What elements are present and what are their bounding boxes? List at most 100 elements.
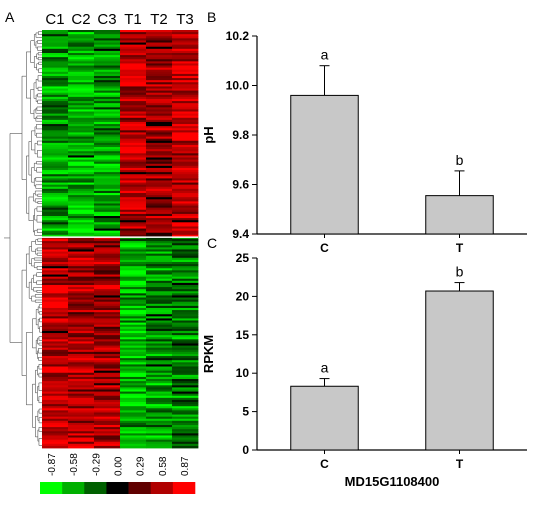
heatmap-cell: [94, 270, 121, 273]
heatmap-cell: [120, 287, 147, 290]
heatmap-cell: [68, 234, 95, 238]
heatmap-cell: [172, 222, 199, 225]
heatmap-cell: [172, 328, 199, 332]
heatmap-cell: [94, 443, 121, 447]
heatmap-cell: [120, 55, 147, 58]
heatmap-cell: [146, 310, 173, 313]
heatmap-cell: [42, 107, 69, 110]
heatmap-cell: [42, 291, 69, 294]
heatmap-cell: [146, 107, 173, 110]
heatmap-cell: [120, 372, 147, 376]
heatmap-cell: [94, 295, 121, 298]
heatmap-cell: [42, 397, 69, 401]
color-scale-tick-label: 0.29: [136, 456, 147, 476]
heatmap-cell: [172, 402, 199, 405]
heatmap-cell: [94, 255, 121, 259]
heatmap-cell: [42, 343, 69, 346]
heatmap-cell: [120, 109, 147, 112]
heatmap-cell: [94, 174, 121, 177]
heatmap-cell: [94, 195, 121, 198]
heatmap-cell: [68, 50, 95, 54]
heatmap-cell: [68, 333, 95, 336]
heatmap-cell: [120, 230, 147, 234]
heatmap-cell: [120, 117, 147, 121]
heatmap-cell: [172, 335, 199, 338]
heatmap-cell: [94, 61, 121, 64]
heatmap-cell: [120, 387, 147, 390]
heatmap-cell: [120, 349, 147, 353]
heatmap-cell: [120, 138, 147, 142]
heatmap-cell: [146, 245, 173, 248]
heatmap-cell: [42, 32, 69, 35]
heatmap-cell: [94, 170, 121, 173]
heatmap-cell: [120, 326, 147, 330]
heatmap-cell: [94, 88, 121, 92]
heatmap-cell: [42, 86, 69, 89]
heatmap-cell: [146, 445, 173, 449]
heatmap-cell: [68, 40, 95, 43]
heatmap-cell: [120, 376, 147, 380]
heatmap-cell: [120, 324, 147, 328]
heatmap-cell: [120, 149, 147, 152]
heatmap-cell: [94, 126, 121, 129]
heatmap-cell: [172, 130, 199, 133]
heatmap-cell: [172, 437, 199, 441]
heatmap-cell: [68, 195, 95, 198]
heatmap-cell: [42, 280, 69, 284]
heatmap-cell: [120, 186, 147, 190]
heatmap-cell: [120, 427, 147, 430]
heatmap-cell: [172, 73, 199, 77]
heatmap-cell: [94, 109, 121, 112]
heatmap-cell: [120, 119, 147, 123]
heatmap-cell: [120, 82, 147, 85]
heatmap-cell: [42, 345, 69, 349]
heatmap-cell: [68, 274, 95, 278]
heatmap-cell: [94, 167, 121, 171]
heatmap-cell: [42, 427, 69, 430]
heatmap-cell: [172, 389, 199, 392]
heatmap-cell: [42, 320, 69, 323]
heatmap-cell: [68, 88, 95, 92]
heatmap-cell: [68, 163, 95, 167]
heatmap-cell: [68, 201, 95, 204]
heatmap-cell: [68, 155, 95, 158]
heatmap-cell: [68, 44, 95, 48]
heatmap-cell: [94, 416, 121, 420]
heatmap-cell: [146, 243, 173, 246]
heatmap-cell: [146, 124, 173, 127]
heatmap-cell: [120, 374, 147, 378]
heatmap-cell: [146, 36, 173, 39]
heatmap-cell: [172, 241, 199, 244]
heatmap-cell: [172, 326, 199, 330]
heatmap-cell: [42, 224, 69, 227]
heatmap-cell: [94, 441, 121, 445]
heatmap-cell: [94, 293, 121, 296]
heatmap-cell: [172, 312, 199, 315]
heatmap-cell: [94, 368, 121, 372]
heatmap-cell: [68, 101, 95, 104]
heatmap-cell: [42, 209, 69, 213]
heatmap-cell: [42, 230, 69, 234]
heatmap-cell: [94, 316, 121, 319]
heatmap-cell: [172, 343, 199, 346]
heatmap-cell: [120, 301, 147, 305]
heatmap-cell: [42, 249, 69, 252]
heatmap-cell: [68, 257, 95, 261]
heatmap-cell: [146, 236, 173, 240]
heatmap-cell: [94, 314, 121, 317]
heatmap-cell: [68, 220, 95, 223]
heatmap-cell: [120, 441, 147, 445]
heatmap-cell: [42, 310, 69, 313]
heatmap-column-label-c2: C2: [71, 11, 90, 28]
heatmap-cell: [172, 161, 199, 165]
heatmap-cell: [172, 425, 199, 428]
heatmap-cell: [146, 347, 173, 351]
heatmap-cell: [120, 360, 147, 363]
heatmap-cell: [146, 65, 173, 69]
heatmap-cell: [146, 209, 173, 213]
heatmap-cell: [172, 182, 199, 186]
heatmap-cell: [172, 314, 199, 317]
heatmap-cell: [68, 383, 95, 386]
heatmap-cell: [146, 115, 173, 119]
heatmap-cell: [120, 44, 147, 48]
